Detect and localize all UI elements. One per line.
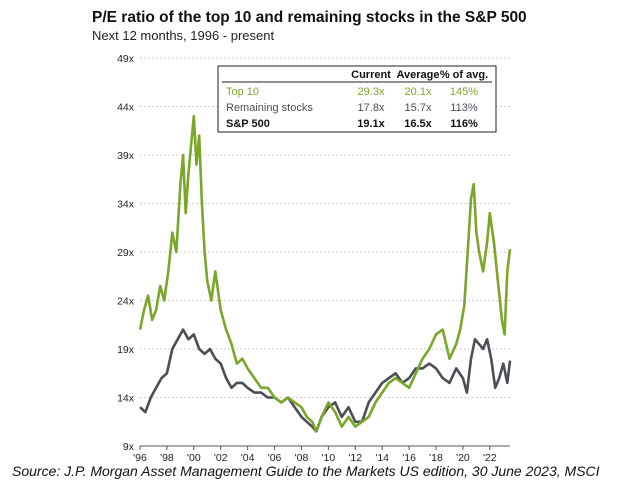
legend-row-value: 145% [450,86,478,98]
top10-series-line [138,114,512,433]
x-tick-label: '22 [483,452,497,464]
x-tick-label: '14 [375,452,389,464]
x-tick-label: '04 [241,452,255,464]
x-tick-label: '00 [187,452,201,464]
legend-row-value: 16.5x [404,118,432,130]
y-tick-label: 9x [123,441,135,453]
x-tick-label: '18 [429,452,443,464]
legend-row-name: Remaining stocks [226,102,313,114]
x-axis-ticks: '96 '98 '00 '02 '04 '06 '08 '10 '12 '14 '16 '18 '20 '… [133,446,497,464]
y-tick-label: 39x [117,150,135,162]
y-tick-label: 34x [117,199,135,211]
x-tick-label: '96 [133,452,147,464]
legend-header: % of avg. [440,69,488,81]
legend-table: Current Average% of avg. Top 10 29.3x 20.1x 1… [217,65,497,133]
y-tick-label: 44x [117,102,135,114]
legend-row-value: 116% [450,118,478,130]
x-tick-label: '12 [348,452,362,464]
x-tick-label: '08 [295,452,309,464]
x-tick-label: '16 [402,452,416,464]
x-tick-label: '98 [160,452,174,464]
legend-row-name: S&P 500 [226,118,270,130]
y-tick-label: 24x [117,296,135,308]
source-note: Source: J.P. Morgan Asset Management Gui… [12,463,600,479]
y-tick-label: 19x [117,344,135,356]
y-axis-ticks: 9x 14x 19x 24x 29x 34x 39x 44x 49x [117,53,135,453]
chart-title: P/E ratio of the top 10 and remaining st… [92,9,527,26]
legend-box [217,65,497,133]
y-tick-label: 49x [117,53,135,65]
legend-header: Average [396,69,439,81]
x-tick-label: '02 [214,452,228,464]
x-tick-label: '20 [456,452,470,464]
legend-header: Current [351,69,391,81]
legend-row-value: 17.8x [358,102,385,114]
legend-row-value: 20.1x [405,86,432,98]
series-lines [138,114,512,433]
chart-subtitle: Next 12 months, 1996 - present [92,28,275,43]
y-tick-label: 29x [117,247,135,259]
legend-row-value: 29.3x [358,86,385,98]
legend-row-value: 19.1x [357,118,385,130]
legend-row-value: 15.7x [405,102,432,114]
x-tick-label: '06 [268,452,282,464]
legend-row-value: 113% [450,102,478,114]
y-tick-label: 14x [117,393,135,405]
x-tick-label: '10 [322,452,336,464]
legend-row-name: Top 10 [226,86,259,98]
